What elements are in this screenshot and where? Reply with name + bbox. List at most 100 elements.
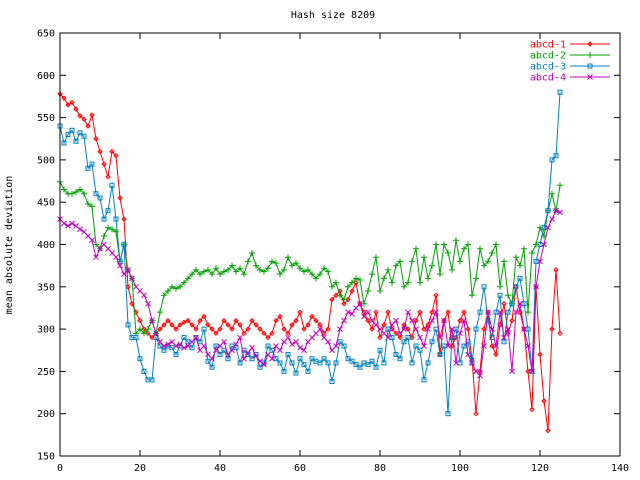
data-point [109, 148, 115, 155]
y-tick-label: 450 [37, 198, 55, 209]
data-point [329, 283, 335, 290]
data-point [449, 343, 455, 349]
data-point [289, 322, 295, 328]
data-point [153, 330, 159, 337]
data-point [173, 285, 179, 292]
data-point [93, 136, 99, 142]
data-point [497, 283, 503, 290]
data-point [113, 216, 119, 222]
data-point [333, 343, 339, 349]
data-point [501, 301, 507, 307]
data-point [521, 245, 527, 252]
data-point [225, 356, 231, 362]
data-point [85, 200, 91, 207]
data-point [537, 242, 543, 247]
data-point [81, 190, 87, 197]
data-point [109, 226, 115, 233]
data-point [117, 195, 123, 201]
data-point [461, 245, 467, 252]
data-point [429, 317, 435, 324]
data-point [221, 268, 227, 275]
data-point [429, 309, 435, 315]
plot-area [57, 89, 563, 434]
data-point [393, 317, 399, 324]
data-point [173, 351, 179, 357]
data-point [301, 268, 307, 275]
data-point [413, 326, 419, 332]
data-point [273, 356, 279, 362]
data-point [137, 356, 143, 362]
data-point [321, 330, 327, 337]
legend-label: abcd-3 [530, 62, 566, 73]
x-tick-label: 20 [134, 463, 146, 474]
data-point [85, 123, 91, 129]
data-point [445, 309, 451, 315]
data-point [285, 351, 291, 357]
series-abcd-2 [57, 178, 563, 337]
legend-label: abcd-4 [530, 73, 566, 84]
data-point [481, 326, 487, 332]
data-point [209, 364, 215, 370]
legend-marker [587, 41, 593, 47]
data-point [325, 268, 331, 275]
data-point [105, 224, 111, 231]
data-point [365, 317, 371, 324]
data-point [245, 349, 251, 356]
data-point [433, 241, 439, 248]
data-point [221, 347, 227, 353]
data-point [557, 89, 563, 95]
data-point [105, 208, 111, 214]
data-point [461, 317, 467, 324]
data-point [481, 343, 487, 349]
data-point [281, 368, 287, 374]
data-point [449, 266, 455, 273]
data-point [61, 186, 67, 193]
data-point [193, 266, 199, 273]
data-point [145, 326, 151, 333]
data-point [341, 317, 347, 324]
data-point [69, 99, 75, 106]
data-point [461, 309, 467, 315]
data-point [389, 335, 395, 341]
data-point [385, 326, 391, 332]
data-point [81, 133, 87, 139]
data-point [405, 326, 411, 332]
data-point [273, 260, 279, 267]
data-point [141, 368, 147, 374]
data-point [441, 241, 447, 248]
data-point [229, 326, 235, 332]
data-point [489, 326, 495, 332]
data-point [509, 368, 515, 375]
data-point [465, 351, 471, 358]
data-point [477, 372, 483, 379]
data-point [301, 326, 307, 332]
data-point [469, 360, 475, 366]
data-point [281, 266, 287, 273]
data-point [101, 161, 107, 167]
data-point [321, 265, 327, 272]
data-point [405, 279, 411, 286]
data-point [501, 258, 507, 265]
data-point [509, 317, 515, 324]
data-point [549, 326, 555, 332]
data-point [73, 106, 79, 112]
data-point [453, 360, 459, 366]
data-point [505, 326, 511, 332]
data-point [385, 266, 391, 273]
data-point [165, 341, 171, 348]
data-point [433, 292, 439, 298]
data-point [141, 330, 147, 337]
data-point [293, 260, 299, 267]
data-point [305, 368, 311, 374]
y-tick-label: 650 [37, 29, 55, 40]
data-point [293, 317, 299, 324]
data-point [485, 258, 491, 265]
data-point [313, 317, 319, 324]
data-point [429, 262, 435, 269]
data-point [161, 343, 167, 349]
data-point [93, 191, 99, 197]
data-point [233, 268, 239, 275]
data-point [69, 190, 75, 197]
data-point [377, 347, 383, 353]
